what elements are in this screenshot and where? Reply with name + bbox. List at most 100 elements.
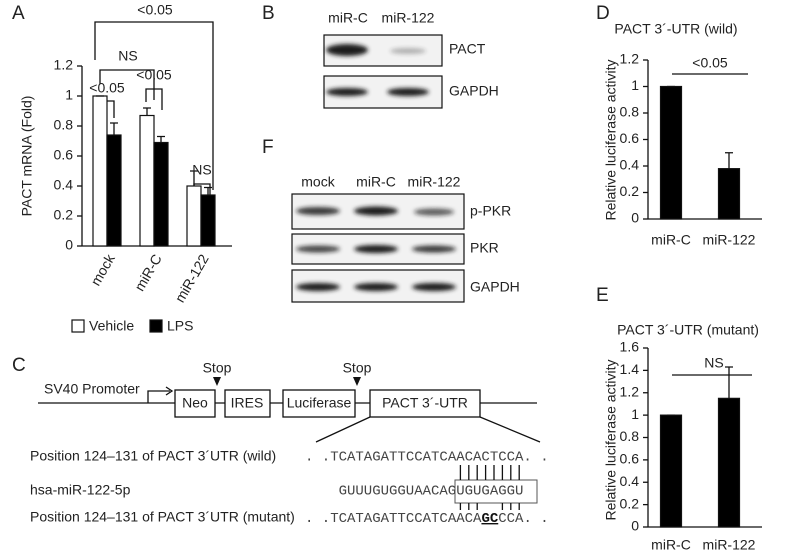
x-tick-label: miR-C xyxy=(651,232,691,248)
bar xyxy=(139,114,155,247)
x-tick-label: mock xyxy=(87,250,118,288)
row-label: PACT xyxy=(449,41,486,57)
legend-label: Vehicle xyxy=(89,318,134,334)
annotation: NS xyxy=(192,162,211,178)
y-tick-label: 1.6 xyxy=(620,339,640,355)
y-tick-label: 0 xyxy=(631,518,639,534)
annotation: <0.05 xyxy=(89,80,125,96)
panel-letter: C xyxy=(12,355,26,376)
element-box xyxy=(224,389,271,418)
bar xyxy=(659,85,683,220)
y-tick-label: 1.4 xyxy=(620,361,640,377)
mutant-sequence: . .TCATAGATTCCATCAACAGCCCA. . xyxy=(305,511,549,527)
sequence-label: hsa-miR-122-5p xyxy=(30,482,131,498)
y-tick-label: 0.6 xyxy=(54,147,74,163)
y-tick-label: 1.2 xyxy=(54,57,74,73)
stop-marker xyxy=(353,377,361,386)
blot-band xyxy=(387,88,429,96)
x-tick-label: miR-122 xyxy=(703,537,756,551)
bar xyxy=(717,168,741,220)
y-tick-label: 0.2 xyxy=(54,207,74,223)
stop-marker xyxy=(213,377,221,386)
bar xyxy=(659,414,683,528)
element-label: Neo xyxy=(182,395,208,411)
element-box xyxy=(282,389,356,418)
error-bar xyxy=(725,152,733,169)
element-label: Luciferase xyxy=(287,395,352,411)
promoter-arrow xyxy=(147,390,170,403)
legend-label: LPS xyxy=(167,318,193,334)
sequence-label: Position 124–131 of PACT 3´UTR (mutant) xyxy=(30,509,295,525)
annotation: <0.05 xyxy=(136,67,172,83)
y-tick-label: 0.8 xyxy=(620,104,640,120)
y-tick-label: 1.2 xyxy=(620,51,640,67)
mutated-bases: GC xyxy=(481,511,498,527)
panel-letter: F xyxy=(262,137,274,158)
blot-band xyxy=(326,88,368,96)
blot-band xyxy=(390,48,426,54)
bar xyxy=(106,134,122,247)
base-pairs xyxy=(459,465,520,510)
element-label: IRES xyxy=(231,395,264,411)
lane-label: miR-C xyxy=(328,10,368,26)
blot-bands xyxy=(296,206,456,291)
y-tick-label: 0.6 xyxy=(620,451,640,467)
x-tick-label: miR-C xyxy=(651,537,691,551)
y-tick-label: 0.4 xyxy=(54,177,74,193)
lane-label: miR-122 xyxy=(382,10,435,26)
y-tick-label: 1.2 xyxy=(620,383,640,399)
bar xyxy=(186,185,202,247)
chart-title: PACT 3´-UTR (wild) xyxy=(614,21,737,37)
panel-letter: A xyxy=(12,3,25,24)
promoter-label: SV40 Promoter xyxy=(44,381,140,397)
panel-letter: B xyxy=(262,3,275,24)
legend-swatch xyxy=(71,319,85,333)
x-tick-label: miR-122 xyxy=(703,232,756,248)
bar xyxy=(717,397,741,528)
bar xyxy=(153,141,169,247)
lane-label: mock xyxy=(301,174,335,190)
y-tick-label: 0.4 xyxy=(620,473,640,489)
y-tick-label: 1 xyxy=(631,77,639,93)
y-tick-label: 0 xyxy=(65,237,73,253)
y-tick-label: 1 xyxy=(631,406,639,422)
y-tick-label: 0.4 xyxy=(620,157,640,173)
sequence-part: . .TCATAGATTCCATCAACA xyxy=(305,511,482,527)
y-tick-label: 0.8 xyxy=(620,428,640,444)
row-label: PKR xyxy=(470,240,499,256)
wild-sequence: . .TCATAGATTCCATCAACACTCCA. . xyxy=(305,450,549,466)
y-axis-label: Relative luciferase activity xyxy=(603,359,619,520)
seed-box xyxy=(454,479,538,504)
row-label: GAPDH xyxy=(470,279,520,295)
lane-label: miR-C xyxy=(356,174,396,190)
y-axis-label: Relative luciferase activity xyxy=(603,59,619,220)
panel-letter: D xyxy=(596,3,610,24)
y-axis-label: PACT mRNA (Fold) xyxy=(19,96,35,217)
bar xyxy=(92,95,108,247)
y-tick-label: 0 xyxy=(631,210,639,226)
y-tick-label: 1 xyxy=(65,87,73,103)
x-tick-label: miR-C xyxy=(131,251,165,293)
y-tick-label: 0.2 xyxy=(620,495,640,511)
annotation: <0.05 xyxy=(137,2,173,18)
y-tick-label: 0.8 xyxy=(54,117,74,133)
element-label: PACT 3´-UTR xyxy=(382,395,468,411)
annotation: NS xyxy=(704,355,723,371)
panel-letter: E xyxy=(596,285,609,306)
sequence-label: Position 124–131 of PACT 3´UTR (wild) xyxy=(30,448,276,464)
stop-label: Stop xyxy=(203,360,232,376)
y-tick-label: 0.6 xyxy=(620,130,640,146)
legend-swatch xyxy=(149,319,163,333)
row-label: GAPDH xyxy=(449,83,499,99)
error-bar xyxy=(190,170,198,186)
element-box xyxy=(369,389,481,418)
chart-title: PACT 3´-UTR (mutant) xyxy=(617,322,759,338)
annotation: NS xyxy=(118,48,137,64)
bar xyxy=(200,194,216,247)
error-bar xyxy=(725,366,733,399)
blot-band xyxy=(326,44,368,56)
x-tick-label: miR-122 xyxy=(171,251,211,305)
error-bar xyxy=(157,135,165,143)
error-bar xyxy=(110,122,118,135)
